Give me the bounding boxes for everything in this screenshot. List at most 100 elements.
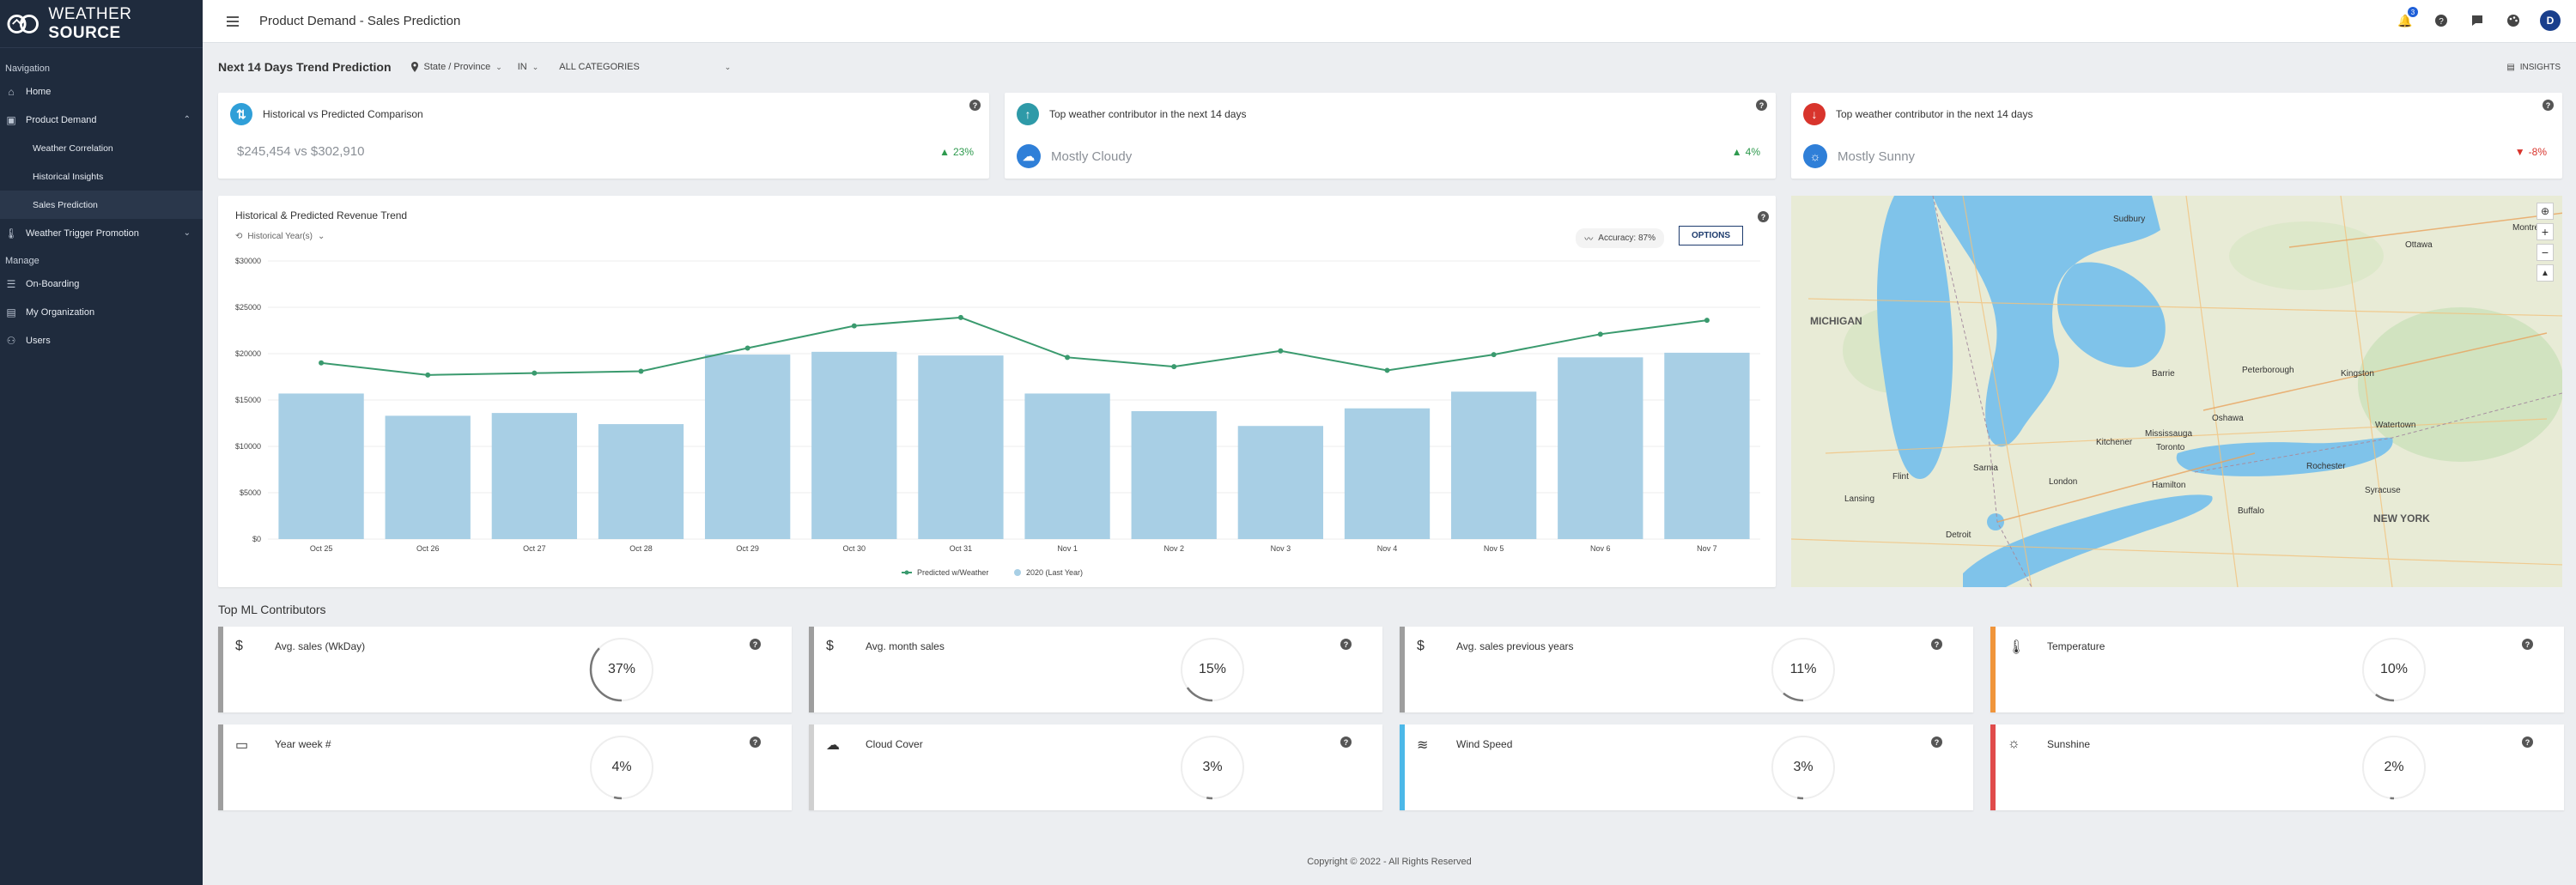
sidebar-item-users[interactable]: ⚇ Users [0, 326, 203, 355]
sidebar-item-weather-trigger-promotion[interactable]: 🌡 Weather Trigger Promotion ⌄ [0, 219, 203, 247]
x-tick-label: Oct 26 [416, 544, 440, 553]
y-tick-label: $5000 [240, 488, 261, 497]
sidebar-item-home[interactable]: ⌂ Home [0, 77, 203, 106]
line-point [1704, 318, 1710, 324]
contributor-card: ▭ Year week # 4%? [218, 724, 792, 810]
bar [1450, 391, 1537, 539]
map-label-city: Syracuse [2365, 486, 2401, 495]
sidebar-item-product-demand[interactable]: ▣ Product Demand ⌃ [0, 106, 203, 134]
kpi-change-value: -8% [2528, 146, 2547, 158]
sidebar-item-historical-insights[interactable]: Historical Insights [33, 171, 104, 182]
options-button[interactable]: OPTIONS [1678, 226, 1743, 245]
nav-section-navigation: Navigation [5, 64, 50, 74]
map-label-new-york: NEW YORK [2373, 512, 2430, 524]
contributor-card: ≋ Wind Speed 3%? [1400, 724, 1973, 810]
bar [1131, 410, 1217, 539]
contributor-gauge [2361, 735, 2427, 800]
logo[interactable]: WEATHER SOURCE [0, 0, 203, 48]
help-icon[interactable]: ? [2432, 11, 2451, 30]
map-label-city: Barrie [2152, 369, 2175, 379]
arrow-up-icon: ↑ [1017, 103, 1039, 125]
locate-icon[interactable]: ⊕ [2537, 203, 2554, 220]
map-label-city: Ottawa [2405, 240, 2433, 250]
y-tick-label: $30000 [235, 257, 261, 265]
thermometer-icon: 🌡 [4, 227, 18, 239]
map-label-city: Rochester [2306, 462, 2346, 471]
help-icon[interactable]: ? [1756, 100, 1767, 111]
kpi-value: Mostly Sunny [1838, 149, 1916, 164]
revenue-chart: $0 $5000 $10000 $15000 $20000 $25000 $30000 Oct… [235, 257, 1760, 577]
contributor-value: 3% [1793, 760, 1814, 774]
chevron-down-icon: ⌄ [724, 62, 732, 71]
legend-swatch-dot [904, 570, 909, 575]
chart-title: Historical & Predicted Revenue Trend [235, 209, 408, 221]
menu-toggle-icon[interactable] [227, 15, 239, 27]
contributor-card: $ Avg. sales (WkDay) 37%? [218, 627, 792, 712]
map-label-city: Sarnia [1973, 464, 1998, 473]
contributor-label: Sunshine [2047, 738, 2091, 750]
help-icon[interactable]: ? [1340, 736, 1352, 748]
help-icon[interactable]: ? [969, 100, 981, 111]
historical-year-select[interactable]: ⟲ Historical Year(s) ⌄ [235, 232, 325, 241]
bar [1024, 393, 1110, 539]
dollar-icon: $ [235, 639, 243, 653]
region-select[interactable]: IN ⌄ [518, 62, 539, 72]
bar [918, 355, 1004, 539]
help-icon[interactable]: ? [2522, 639, 2533, 650]
bell-icon[interactable]: 🔔 3 [2396, 7, 2418, 30]
help-icon[interactable]: ? [2522, 736, 2533, 748]
contributor-value: 2% [2384, 760, 2404, 774]
category-select[interactable]: ALL CATEGORIES ⌄ [559, 62, 731, 72]
x-tick-label: Nov 1 [1057, 544, 1078, 553]
y-tick-label: $15000 [235, 396, 261, 404]
cloud-icon: ☁ [826, 738, 840, 753]
y-tick-label: $20000 [235, 349, 261, 358]
filter-row: Next 14 Days Trend Prediction State / Pr… [218, 57, 2561, 77]
sidebar-item-weather-correlation[interactable]: Weather Correlation [33, 142, 113, 154]
contributor-value: 3% [1202, 760, 1223, 774]
contributors-title: Top ML Contributors [218, 603, 326, 616]
insights-button[interactable]: ▤ INSIGHTS [2506, 63, 2561, 72]
palette-icon[interactable] [2504, 11, 2523, 30]
contributor-accent [1400, 724, 1405, 810]
avatar[interactable]: D [2540, 10, 2561, 31]
kpi-title: Top weather contributor in the next 14 d… [1049, 108, 1247, 120]
contributor-card: $ Avg. sales previous years 11%? [1400, 627, 1973, 712]
brand-bold: SOURCE [48, 23, 121, 42]
region-map[interactable]: MICHIGAN NEW YORK Toronto Ottawa Detroit… [1791, 196, 2562, 587]
bar [1558, 357, 1643, 539]
help-icon[interactable]: ? [1340, 639, 1352, 650]
chevron-up-icon: ⌃ [183, 115, 191, 124]
contributor-value: 4% [611, 760, 632, 774]
brand-light: WEATHER [48, 4, 132, 23]
sidebar-item-onboarding[interactable]: ☰ On-Boarding [0, 270, 203, 298]
triangle-up-icon: ▲ [939, 146, 950, 158]
x-tick-label: Oct 25 [310, 544, 333, 553]
line-point [425, 372, 431, 378]
sidebar-item-my-organization[interactable]: ▤ My Organization [0, 298, 203, 326]
kpi-change: ▼ -8% [2515, 146, 2547, 158]
contributor-value: 11% [1789, 662, 1817, 676]
y-tick-label: $10000 [235, 442, 261, 451]
accuracy-badge: 〰 Accuracy: 87% [1576, 228, 1664, 248]
thermometer-icon: 🌡 [2008, 640, 2026, 655]
users-icon: ⚇ [6, 334, 16, 347]
help-icon[interactable]: ? [2543, 100, 2554, 111]
help-icon[interactable]: ? [750, 736, 761, 748]
bar [491, 413, 578, 539]
help-icon[interactable]: ? [1758, 211, 1769, 222]
help-icon[interactable]: ? [750, 639, 761, 650]
sun-icon: ☼ [2008, 736, 2020, 751]
sidebar-item-sales-prediction[interactable]: Sales Prediction [0, 191, 203, 219]
line-point [851, 323, 857, 329]
compass-icon[interactable]: ▲ [2537, 264, 2554, 282]
sidebar-item-label: Weather Trigger Promotion [26, 227, 139, 239]
help-icon[interactable]: ? [1931, 639, 1942, 650]
kpi-card-sunny: ↓ Top weather contributor in the next 14… [1791, 93, 2562, 179]
chat-icon[interactable] [2468, 11, 2487, 30]
bar [1237, 426, 1324, 539]
zoom-out-button[interactable]: − [2537, 244, 2554, 261]
help-icon[interactable]: ? [1931, 736, 1942, 748]
region-type-select[interactable]: State / Province ⌄ [410, 62, 502, 72]
zoom-in-button[interactable]: + [2537, 223, 2554, 240]
